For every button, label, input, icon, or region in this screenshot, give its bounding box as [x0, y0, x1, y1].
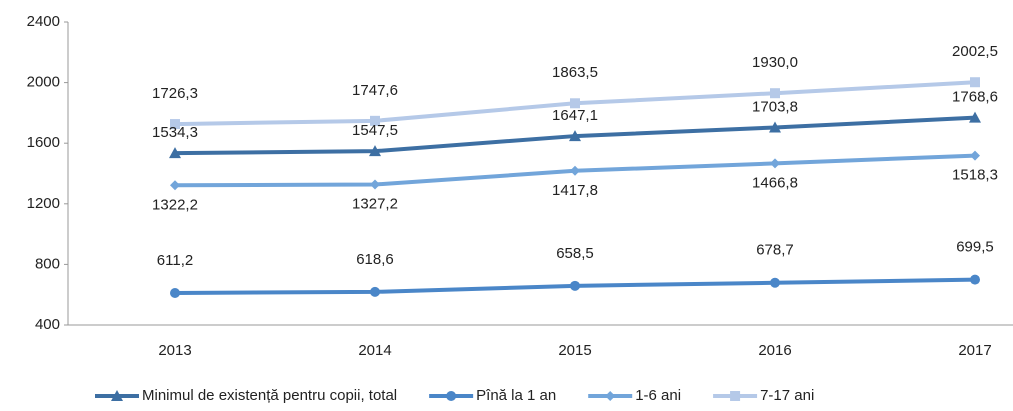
- marker: [769, 121, 781, 133]
- data-label: 611,2: [157, 252, 193, 269]
- data-label: 1466,8: [752, 174, 798, 191]
- x-tick-label: 2015: [558, 342, 591, 359]
- marker: [370, 286, 380, 297]
- marker: [570, 165, 580, 176]
- marker: [570, 98, 580, 109]
- data-label: 658,5: [556, 245, 594, 262]
- x-tick-label: 2014: [358, 342, 391, 359]
- data-label: 1417,8: [552, 182, 598, 199]
- marker: [369, 145, 381, 157]
- marker: [770, 277, 780, 288]
- x-tick-label: 2017: [958, 342, 991, 359]
- legend-item: 7-17 ani: [713, 387, 814, 404]
- marker: [370, 179, 380, 190]
- marker: [770, 88, 780, 99]
- y-tick-label: 2000: [27, 74, 60, 91]
- x-tick-label: 2013: [158, 342, 191, 359]
- marker: [970, 150, 980, 161]
- data-label: 1747,6: [352, 82, 398, 99]
- y-tick-label: 400: [35, 316, 60, 333]
- legend-item: Minimul de existență pentru copii, total: [95, 387, 397, 404]
- legend-label: Minimul de existență pentru copii, total: [142, 387, 397, 404]
- data-label: 678,7: [756, 242, 794, 259]
- y-tick-label: 1200: [27, 195, 60, 212]
- marker: [970, 274, 980, 285]
- marker: [970, 77, 980, 88]
- marker: [170, 119, 180, 130]
- x-tick-label: 2016: [758, 342, 791, 359]
- legend-item: 1-6 ani: [588, 387, 681, 404]
- marker: [730, 391, 741, 401]
- marker: [605, 391, 616, 401]
- marker: [370, 115, 380, 126]
- data-label: 1327,2: [352, 195, 398, 212]
- marker: [770, 158, 780, 169]
- data-label: 1647,1: [552, 107, 598, 124]
- marker: [111, 390, 123, 401]
- data-label: 1518,3: [952, 167, 998, 184]
- marker: [170, 288, 180, 299]
- legend-label: 1-6 ani: [635, 387, 681, 404]
- y-tick-label: 1600: [27, 134, 60, 151]
- data-label: 1726,3: [152, 85, 198, 102]
- legend-item: Pînă la 1 an: [429, 387, 556, 404]
- data-label: 1547,5: [352, 122, 398, 139]
- marker: [569, 130, 581, 142]
- legend-label: 7-17 ani: [760, 387, 814, 404]
- data-label: 618,6: [356, 251, 394, 268]
- marker: [170, 180, 180, 191]
- data-label: 1322,2: [152, 196, 198, 213]
- data-label: 1930,0: [752, 54, 798, 71]
- marker: [969, 111, 981, 123]
- data-label: 699,5: [956, 239, 994, 256]
- data-label: 1768,6: [952, 89, 998, 106]
- legend-label: Pînă la 1 an: [476, 387, 556, 404]
- data-label: 1863,5: [552, 64, 598, 81]
- marker: [570, 280, 580, 291]
- data-label: 2002,5: [952, 43, 998, 60]
- marker: [446, 391, 457, 401]
- y-tick-label: 2400: [27, 13, 60, 30]
- y-tick-label: 800: [35, 255, 60, 272]
- data-label: 1703,8: [752, 98, 798, 115]
- marker: [169, 147, 181, 159]
- data-label: 1534,3: [152, 124, 198, 141]
